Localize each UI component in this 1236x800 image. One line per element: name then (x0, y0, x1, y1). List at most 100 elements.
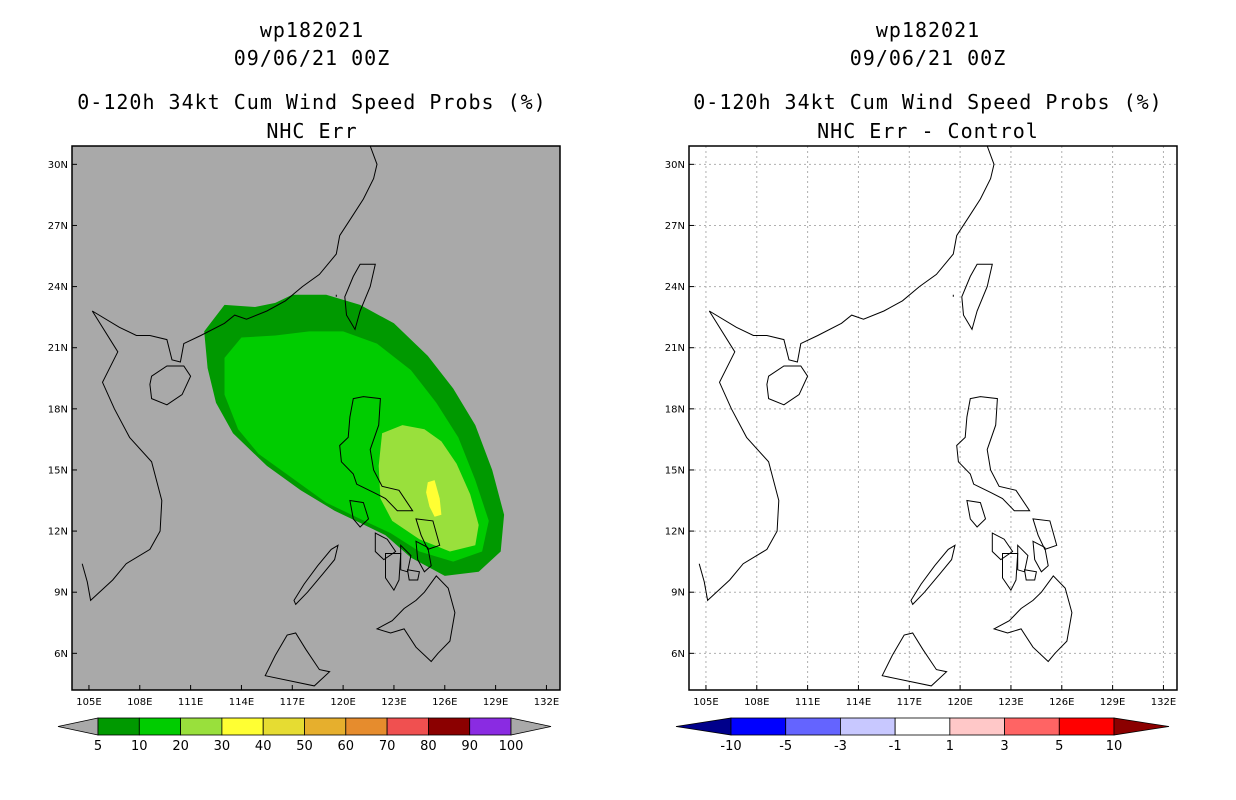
right-coastline-mindoro (966, 499, 987, 528)
left-colorbar-label: 30 (214, 739, 231, 754)
left-coastline-mindoro (349, 499, 370, 528)
left-x-tick-label: 120E (330, 697, 355, 708)
left-x-tick-label: 126E (432, 697, 457, 708)
right-coastline-china (709, 146, 995, 363)
left-prob-contour-30 (426, 480, 442, 517)
right-x-tick-label: 126E (1049, 697, 1074, 708)
right-coastline-hainan (766, 365, 809, 406)
left-colorbar: 5 10 20 30 40 50 60 70 80 90 100 (57, 717, 552, 754)
right-title-subtitle: NHC Err - Control (817, 119, 1039, 143)
left-colorbar-label: 100 (499, 739, 524, 754)
right-map-frame (688, 145, 1178, 691)
left-coastline-panay (374, 532, 397, 561)
left-y-tick-label: 24N (48, 282, 68, 293)
left-colorbar-swatch (427, 717, 471, 736)
left-x-tick-label: 129E (483, 697, 508, 708)
right-colorbar: -10 -5 -3 -1 1 3 5 10 (675, 717, 1170, 754)
left-coastline-leyte (415, 540, 432, 573)
right-colorbar-label: 3 (1000, 739, 1008, 754)
left-y-tick-label: 15N (48, 465, 68, 476)
right-y-tick-label: 27N (665, 221, 685, 232)
right-y-tick-label: 21N (665, 343, 685, 354)
left-colorbar-low-extension (57, 717, 99, 736)
right-y-tick-label: 12N (665, 527, 685, 538)
right-map-panel: 105E 108E 111E 114E 117E 120E 123E 126E 129E 132E… (665, 145, 1178, 708)
right-map-content (689, 146, 1177, 690)
left-colorbar-label: 90 (461, 739, 478, 754)
right-y-tick-label: 15N (665, 465, 685, 476)
left-x-tick-label: 132E (534, 697, 559, 708)
right-coastline-samar (1032, 518, 1058, 551)
right-x-tick-label: 129E (1100, 697, 1125, 708)
left-colorbar-swatch (469, 717, 512, 736)
left-colorbar-label: 40 (255, 739, 272, 754)
left-y-tick-label: 30N (48, 160, 68, 171)
right-coastline-luzon (956, 396, 1031, 512)
left-y-tick-label: 12N (48, 527, 68, 538)
left-title-subtitle: NHC Err (266, 119, 358, 143)
right-x-tick-label: 105E (693, 697, 718, 708)
right-x-tick-label: 132E (1151, 697, 1176, 708)
left-y-tick-label: 6N (54, 649, 68, 660)
right-coastline-bohol (1023, 569, 1037, 581)
left-coastline-borneo (264, 632, 331, 687)
left-coastline-palawan (293, 544, 339, 606)
left-coastline-vietnam (81, 310, 163, 602)
left-colorbar-label: 50 (296, 739, 313, 754)
right-colorbar-label: -1 (889, 739, 902, 754)
right-coastline-leyte (1032, 540, 1049, 573)
right-coastline-borneo (881, 632, 948, 687)
right-colorbar-swatch (840, 717, 896, 736)
right-x-tick-label: 114E (846, 697, 871, 708)
right-coastline-palawan (910, 544, 956, 606)
right-y-tick-label: 9N (671, 588, 685, 599)
right-coastline-mindanao (992, 575, 1073, 663)
left-title-storm: wp182021 (259, 18, 365, 42)
right-x-tick-label: 123E (998, 697, 1023, 708)
right-coastline-vietnam (698, 310, 780, 602)
left-coastline-samar (415, 518, 441, 551)
right-title-product: 0-120h 34kt Cum Wind Speed Probs (%) (693, 90, 1163, 114)
left-colorbar-swatch (262, 717, 305, 736)
left-colorbar-label: 20 (172, 739, 189, 754)
right-y-tick-label: 6N (671, 649, 685, 660)
right-colorbar-label: 5 (1055, 739, 1063, 754)
left-y-tick-label: 21N (48, 343, 68, 354)
left-map-panel: 105E 108E 111E 114E 117E 120E 123E 126E 129E 132E… (48, 145, 561, 708)
left-colorbar-label: 5 (94, 739, 102, 754)
left-colorbar-swatch (386, 717, 429, 736)
right-colorbar-label: -10 (720, 739, 741, 754)
left-x-tick-label: 111E (178, 697, 203, 708)
left-x-tick-label: 105E (76, 697, 101, 708)
left-coastline-china (92, 146, 378, 363)
right-title-storm: wp182021 (875, 18, 981, 42)
right-colorbar-swatch (785, 717, 841, 736)
right-y-tick-label: 24N (665, 282, 685, 293)
right-map-background (689, 146, 1177, 690)
left-colorbar-label: 80 (420, 739, 437, 754)
right-x-tick-label: 108E (744, 697, 769, 708)
right-coastline-negros (1002, 553, 1019, 592)
left-colorbar-swatch (304, 717, 347, 736)
left-map-content (81, 146, 505, 687)
right-colorbar-label: 10 (1106, 739, 1123, 754)
right-y-tick-label: 30N (665, 160, 685, 171)
left-colorbar-swatch (345, 717, 388, 736)
left-title-time: 09/06/21 00Z (233, 46, 391, 70)
right-title-time: 09/06/21 00Z (849, 46, 1007, 70)
left-colorbar-label: 60 (338, 739, 355, 754)
right-colorbar-swatch (894, 717, 951, 736)
left-colorbar-swatch (221, 717, 264, 736)
left-y-tick-label: 9N (54, 588, 68, 599)
right-colorbar-label: -5 (779, 739, 792, 754)
left-x-tick-label: 123E (381, 697, 406, 708)
right-colorbar-swatch (1004, 717, 1060, 736)
right-coastline-panay (991, 532, 1014, 561)
right-x-tick-label: 117E (897, 697, 922, 708)
left-colorbar-label: 70 (379, 739, 396, 754)
left-x-tick-label: 108E (127, 697, 152, 708)
left-coastline-taiwan (344, 263, 376, 331)
left-colorbar-swatch (180, 717, 223, 736)
left-x-tick-label: 117E (280, 697, 305, 708)
